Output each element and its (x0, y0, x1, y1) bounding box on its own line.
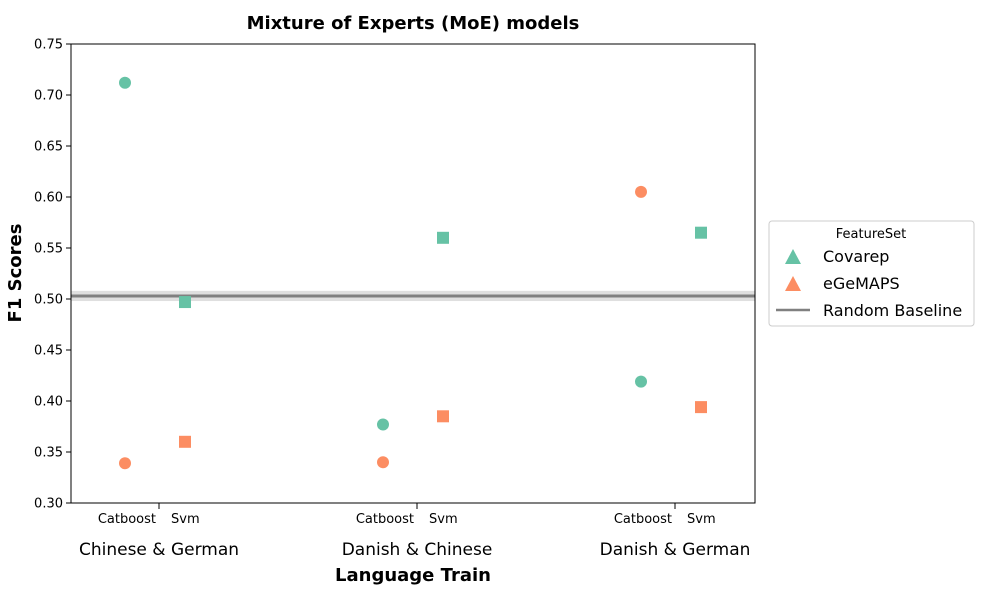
group-label-danish-german: Danish & German (600, 540, 751, 560)
point-covarep-danish-chinese-catboost (377, 418, 389, 431)
point-covarep-danish-german-catboost (635, 375, 647, 388)
point-egemaps-danish-german-svm (695, 401, 707, 414)
y-tick-label: 0.45 (34, 344, 63, 359)
legend-label-random-baseline: Random Baseline (823, 301, 962, 320)
point-egemaps-danish-german-catboost (635, 185, 647, 198)
point-covarep-danish-german-svm (695, 226, 707, 239)
chart-title: Mixture of Experts (MoE) models (247, 13, 580, 34)
legend-covarep-triangle-icon (785, 249, 801, 264)
model-label-svm: Svm (171, 512, 200, 527)
model-label-svm: Svm (429, 512, 458, 527)
x-axis-title: Language Train (335, 565, 491, 586)
plot-area: 0.30 0.35 0.40 0.45 0.50 0.55 0.60 0.65 0.70 0.75… (34, 38, 756, 560)
point-egemaps-danish-chinese-svm (437, 410, 449, 423)
plot-frame (70, 43, 756, 504)
group-label-danish-chinese: Danish & Chinese (342, 540, 493, 560)
y-tick-label: 0.65 (34, 140, 63, 155)
point-covarep-chinese-german-svm (179, 296, 191, 309)
model-label-svm: Svm (687, 512, 716, 527)
point-covarep-danish-chinese-svm (437, 231, 449, 244)
legend-label-egemaps: eGeMAPS (823, 274, 900, 293)
y-tick-label: 0.70 (34, 89, 63, 104)
point-egemaps-chinese-german-svm (179, 435, 191, 448)
y-tick-label: 0.50 (34, 293, 63, 308)
y-tick-label: 0.60 (34, 191, 63, 206)
point-covarep-chinese-german-catboost (119, 76, 131, 89)
y-tick-label: 0.75 (34, 38, 63, 53)
model-label-catboost: Catboost (98, 512, 156, 527)
y-axis-title: F1 Scores (5, 224, 26, 323)
y-tick-label: 0.35 (34, 446, 63, 461)
point-egemaps-chinese-german-catboost (119, 457, 131, 470)
legend-frame (768, 220, 975, 327)
model-label-catboost: Catboost (614, 512, 672, 527)
point-egemaps-danish-chinese-catboost (377, 456, 389, 469)
y-tick-label: 0.30 (34, 497, 63, 512)
y-tick-label: 0.55 (34, 242, 63, 257)
y-tick-label: 0.40 (34, 395, 63, 410)
legend-egemaps-triangle-icon (785, 276, 801, 291)
group-label-chinese-german: Chinese & German (79, 540, 239, 560)
legend: FeatureSet Covarep eGeMAPS Random Baseli… (768, 220, 975, 327)
model-label-catboost: Catboost (356, 512, 414, 527)
legend-label-covarep: Covarep (823, 247, 889, 266)
legend-title: FeatureSet (836, 227, 906, 242)
